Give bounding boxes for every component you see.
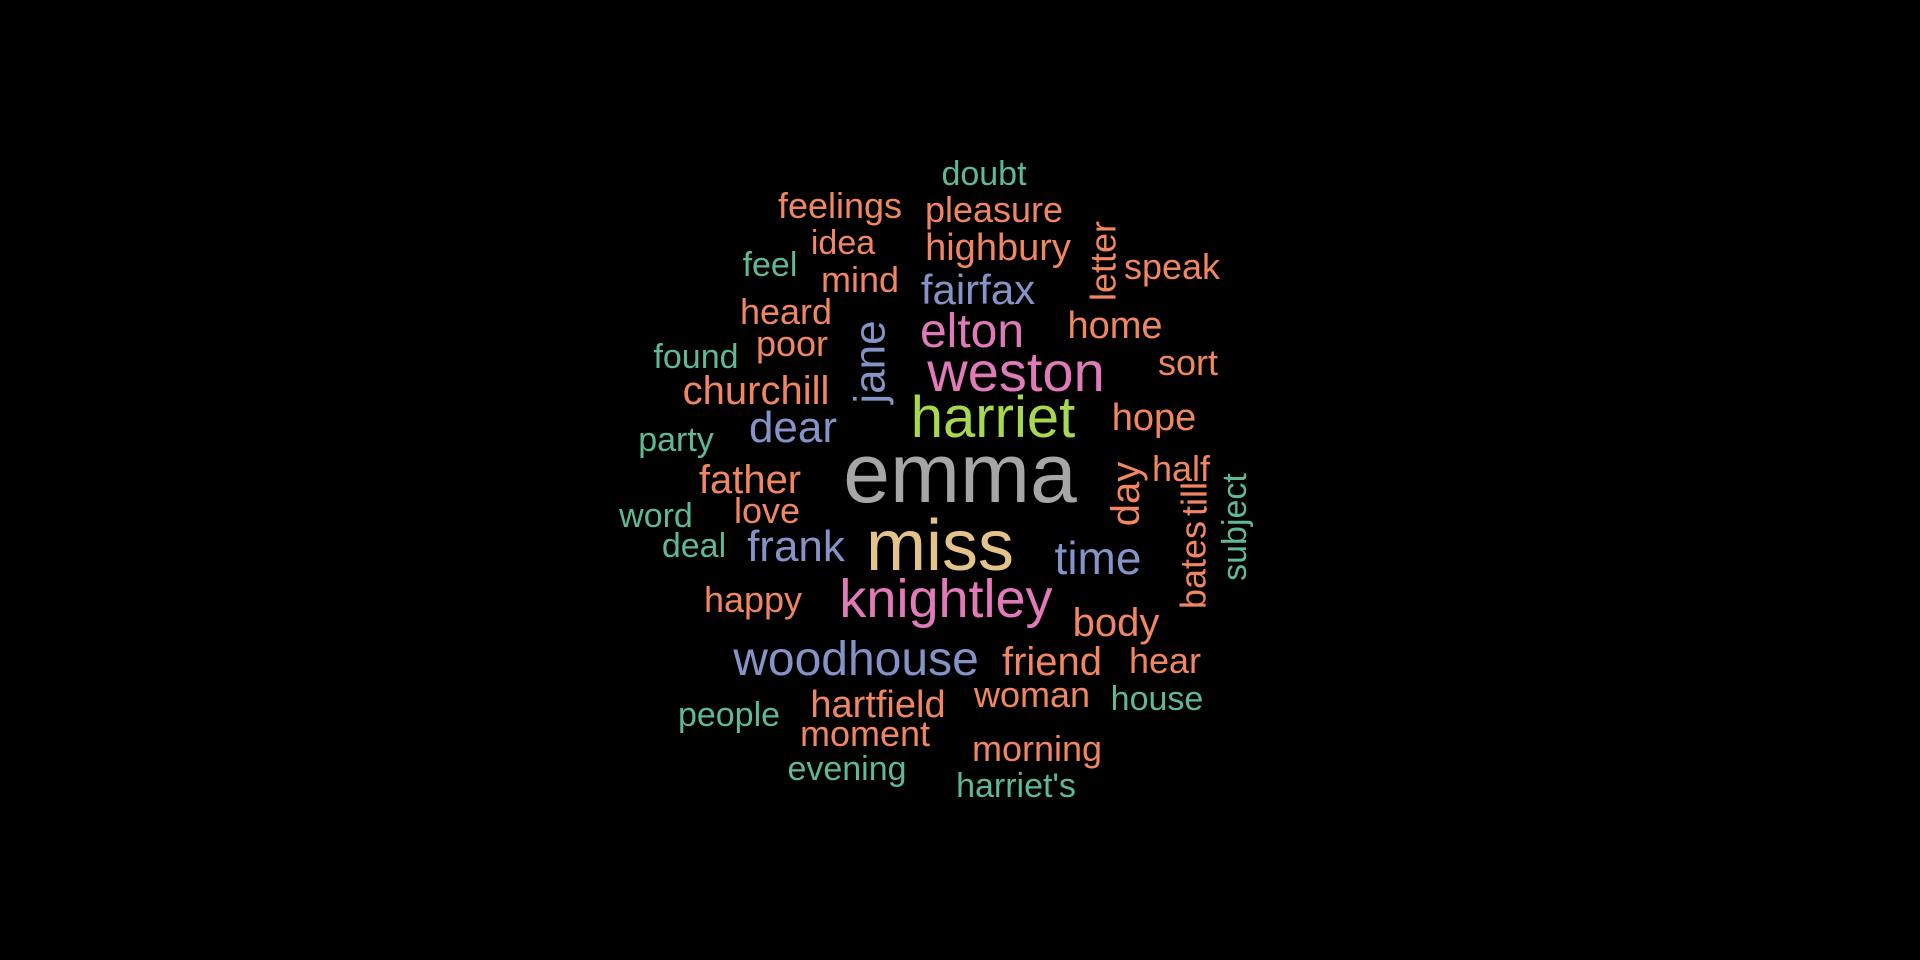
word-letter: letter: [1083, 221, 1124, 301]
word-party: party: [638, 421, 714, 459]
word-hear: hear: [1129, 640, 1201, 681]
word-jane: jane: [846, 320, 895, 405]
word-moment: moment: [800, 713, 930, 754]
word-doubt: doubt: [941, 155, 1027, 193]
word-knightley: knightley: [839, 569, 1052, 629]
word-highbury: highbury: [925, 227, 1071, 269]
word-morning: morning: [972, 728, 1102, 769]
word-word: word: [618, 497, 693, 535]
word-sort: sort: [1158, 342, 1218, 383]
word-found: found: [653, 338, 738, 376]
word-elton: elton: [920, 305, 1024, 358]
word-mind: mind: [821, 259, 899, 300]
word-body: body: [1073, 601, 1160, 645]
word-harriets: harriet's: [956, 767, 1076, 805]
word-pleasure: pleasure: [925, 189, 1063, 230]
word-home: home: [1067, 305, 1162, 347]
word-weston: weston: [926, 340, 1104, 403]
word-hartfield: hartfield: [810, 684, 945, 726]
word-poor: poor: [756, 323, 828, 364]
word-harriet: harriet: [911, 385, 1075, 450]
word-woman: woman: [973, 674, 1090, 715]
word-speak: speak: [1124, 246, 1221, 287]
word-feel: feel: [743, 246, 798, 284]
word-fairfax: fairfax: [921, 266, 1035, 313]
word-day: day: [1104, 462, 1148, 527]
word-subject: subject: [1216, 473, 1254, 581]
word-heard: heard: [740, 291, 832, 332]
word-till: till: [1174, 482, 1215, 516]
word-woodhouse: woodhouse: [732, 633, 979, 686]
word-bates: bates: [1173, 521, 1214, 609]
word-time: time: [1055, 532, 1142, 584]
word-deal: deal: [662, 527, 726, 565]
word-hope: hope: [1112, 397, 1197, 439]
word-house: house: [1111, 680, 1204, 718]
word-evening: evening: [787, 750, 906, 788]
word-love: love: [734, 490, 800, 531]
word-churchill: churchill: [683, 369, 830, 413]
word-dear: dear: [749, 403, 837, 452]
word-miss: miss: [866, 506, 1014, 586]
word-feelings: feelings: [778, 185, 902, 226]
word-half: half: [1152, 448, 1211, 489]
word-father: father: [699, 458, 801, 502]
word-idea: idea: [811, 224, 875, 262]
word-emma: emma: [843, 426, 1077, 520]
word-people: people: [678, 696, 780, 734]
word-frank: frank: [747, 522, 846, 571]
word-friend: friend: [1002, 640, 1102, 684]
word-happy: happy: [704, 579, 802, 620]
